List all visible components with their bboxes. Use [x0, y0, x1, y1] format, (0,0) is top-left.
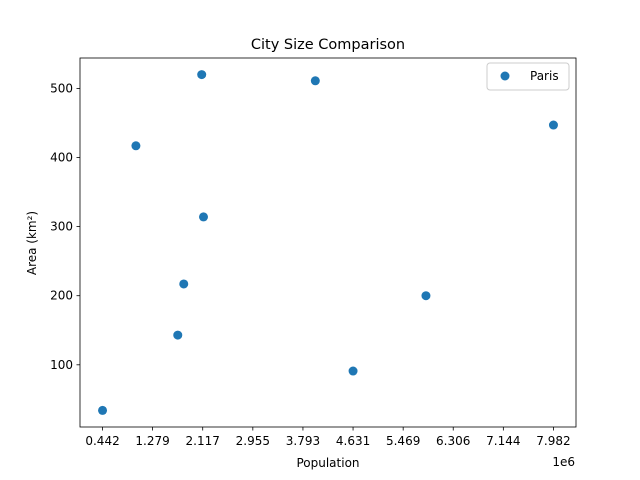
y-tick-label: 400 [50, 151, 73, 165]
data-point [310, 76, 320, 86]
x-tick-label: 5.469 [386, 434, 420, 448]
x-axis-label: Population [296, 456, 359, 470]
chart-title: City Size Comparison [251, 37, 405, 53]
data-point [348, 366, 358, 376]
data-point [197, 70, 207, 80]
data-point [173, 330, 183, 340]
y-tick-label: 500 [50, 81, 73, 95]
data-points [98, 70, 558, 415]
data-point [548, 120, 558, 130]
x-tick-label: 2.955 [236, 434, 270, 448]
x-tick-label: 0.442 [85, 434, 119, 448]
y-axis-label: Area (km²) [25, 211, 39, 275]
x-tick-label: 3.793 [286, 434, 320, 448]
x-tick-label: 7.982 [536, 434, 570, 448]
y-tick-label: 100 [50, 358, 73, 372]
y-tick-label: 300 [50, 220, 73, 234]
legend-box [486, 62, 570, 91]
plot-area [79, 57, 577, 428]
x-tick-label: 2.117 [186, 434, 220, 448]
data-point [179, 279, 189, 289]
legend-marker [500, 71, 510, 81]
x-tick-label: 6.306 [436, 434, 470, 448]
x-axis-multiplier: 1e6 [552, 455, 575, 469]
data-point [98, 405, 108, 415]
data-point [198, 212, 208, 222]
x-tick-label: 4.631 [336, 434, 370, 448]
x-tick-label: 7.144 [486, 434, 520, 448]
data-point [131, 141, 141, 151]
x-tick-label: 1.279 [135, 434, 169, 448]
plot-frame [79, 57, 577, 428]
legend-label-paris: Paris [530, 69, 559, 83]
y-axis: 100 200 300 400 500 [50, 81, 80, 372]
x-axis: 0.442 1.279 2.117 2.955 3.793 4.631 5.469 6.306… [85, 427, 571, 448]
data-point [421, 291, 431, 301]
legend: Paris [486, 62, 570, 91]
y-tick-label: 200 [50, 289, 73, 303]
